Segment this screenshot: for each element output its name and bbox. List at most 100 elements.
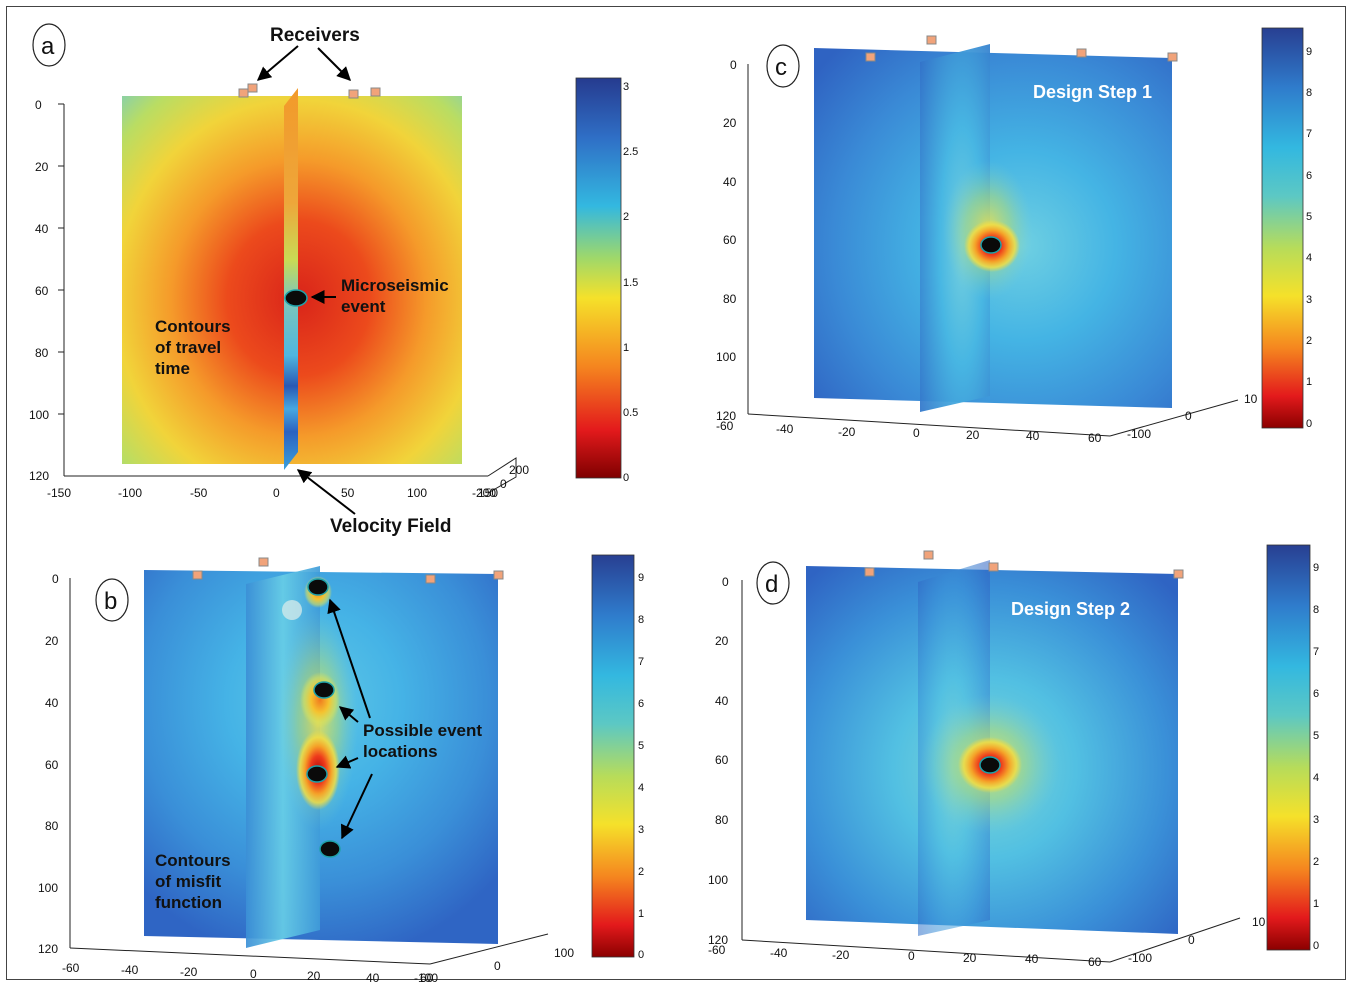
svg-text:6: 6 <box>1313 688 1319 700</box>
possible-locations-label-2: locations <box>363 742 438 761</box>
svg-text:20: 20 <box>45 634 59 648</box>
svg-text:0: 0 <box>722 575 729 589</box>
svg-text:3: 3 <box>638 824 644 836</box>
svg-text:-100: -100 <box>118 486 142 500</box>
svg-text:6: 6 <box>638 698 644 710</box>
panel-d-z-axis <box>1109 917 1241 963</box>
svg-text:2: 2 <box>638 866 644 878</box>
contours-misfit-label-2: of misfit <box>155 872 221 891</box>
svg-text:0: 0 <box>913 426 920 440</box>
receiver-marker <box>1173 569 1184 579</box>
receiver-marker <box>247 83 258 93</box>
svg-text:60: 60 <box>420 971 434 985</box>
svg-text:-100: -100 <box>1128 951 1152 965</box>
panel-a-label: a <box>41 33 55 60</box>
svg-text:4: 4 <box>1306 252 1312 264</box>
panel-b-x-ticks: -60 -40 -20 0 20 40 -100 60 <box>62 961 438 985</box>
svg-text:7: 7 <box>1313 646 1319 658</box>
svg-text:20: 20 <box>963 951 977 965</box>
panel-d-x-ticks: -60 -40 -20 0 20 40 60 <box>708 943 1102 969</box>
panel-b-y-ticks: 0 20 40 60 80 100 120 <box>38 572 59 956</box>
svg-text:7: 7 <box>1306 128 1312 140</box>
velocity-field-arrow <box>296 469 356 515</box>
receivers-arrow-right <box>317 47 351 81</box>
possible-event-marker <box>306 765 328 783</box>
event-marker-c <box>980 236 1002 254</box>
possible-event-marker <box>319 840 341 858</box>
panel-a-z-axis <box>487 457 517 494</box>
svg-text:100: 100 <box>554 946 574 960</box>
contours-misfit-label-1: Contours <box>155 851 231 870</box>
svg-text:6: 6 <box>1306 170 1312 182</box>
possible-event-marker <box>313 681 335 699</box>
svg-text:0: 0 <box>1188 933 1195 947</box>
svg-text:8: 8 <box>1306 87 1312 99</box>
svg-text:50: 50 <box>341 486 355 500</box>
panel-d-colorbar-ticks: 9 8 7 6 5 4 3 2 1 0 <box>1313 562 1319 952</box>
receiver-marker <box>988 562 999 572</box>
svg-text:100: 100 <box>708 873 728 887</box>
figure-frame <box>6 6 1346 980</box>
svg-text:1: 1 <box>1306 376 1312 388</box>
receivers-b <box>192 557 504 584</box>
possible-arrow-2 <box>338 706 359 723</box>
panel-a: a 0 20 40 60 80 100 120 <box>29 23 638 537</box>
panel-c-z-ticks: 10 0 -100 <box>1127 392 1258 441</box>
panel-b-label-circle <box>95 578 129 622</box>
svg-text:60: 60 <box>1088 955 1102 969</box>
svg-text:0: 0 <box>908 949 915 963</box>
microseismic-event-marker <box>284 289 308 307</box>
svg-text:-100: -100 <box>1127 427 1151 441</box>
receiver-marker <box>864 567 875 577</box>
contours-misfit-label-3: function <box>155 893 222 912</box>
svg-text:-50: -50 <box>190 486 208 500</box>
possible-arrow-3 <box>335 755 359 769</box>
receiver-marker <box>238 88 249 98</box>
panel-b-colorbar <box>591 554 635 958</box>
svg-text:7: 7 <box>638 656 644 668</box>
panel-c-label-circle <box>766 44 800 88</box>
design-step-2-title: Design Step 2 <box>1011 599 1130 619</box>
svg-text:3: 3 <box>623 81 629 93</box>
faint-marker <box>282 600 302 620</box>
svg-text:120: 120 <box>716 409 736 423</box>
svg-text:1: 1 <box>623 342 629 354</box>
panel-c-x-ticks: -60 -40 -20 0 20 40 60 <box>716 419 1102 445</box>
svg-text:0: 0 <box>730 58 737 72</box>
receiver-marker <box>348 89 359 99</box>
svg-text:9: 9 <box>1306 46 1312 58</box>
svg-text:-40: -40 <box>776 422 794 436</box>
panel-a-colorbar <box>575 77 622 479</box>
panel-d-label-circle <box>756 561 790 605</box>
panel-b-x-axis <box>69 947 431 965</box>
svg-text:-150: -150 <box>47 486 71 500</box>
panel-a-label-circle <box>32 23 66 67</box>
receiver-marker <box>425 574 436 584</box>
panel-c: c Design Step 1 0 20 40 60 80 100 120 -6… <box>716 27 1312 445</box>
contours-travel-label-3: time <box>155 359 190 378</box>
panel-c-x-axis <box>747 413 1111 437</box>
svg-text:5: 5 <box>1306 211 1312 223</box>
misfit-hot-1 <box>300 672 340 728</box>
possible-event-marker <box>307 578 329 596</box>
panel-c-colorbar <box>1261 27 1304 429</box>
panel-b-label: b <box>104 588 117 615</box>
possible-arrow-4 <box>341 773 373 840</box>
svg-text:-20: -20 <box>180 965 198 979</box>
svg-text:-20: -20 <box>838 425 856 439</box>
svg-text:40: 40 <box>45 696 59 710</box>
svg-text:80: 80 <box>715 813 729 827</box>
panel-a-colorbar-ticks: 3 2.5 2 1.5 1 0.5 0 <box>623 81 638 484</box>
receiver-marker <box>926 35 937 45</box>
svg-text:2: 2 <box>1306 335 1312 347</box>
receiver-marker <box>923 550 934 560</box>
receiver-marker <box>493 570 504 580</box>
contours-travel-label-2: of travel <box>155 338 221 357</box>
svg-text:0: 0 <box>500 477 507 491</box>
svg-text:0: 0 <box>52 572 59 586</box>
svg-text:0: 0 <box>273 486 280 500</box>
panel-b-z-ticks: 100 0 <box>494 946 574 973</box>
svg-text:3: 3 <box>1306 294 1312 306</box>
svg-text:8: 8 <box>638 614 644 626</box>
